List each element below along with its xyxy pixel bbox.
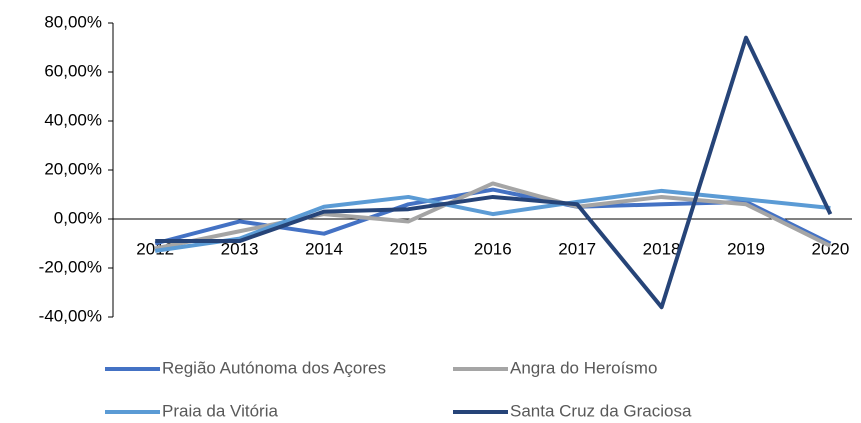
- x-tick-label: 2020: [811, 239, 849, 258]
- legend-label: Angra do Heroísmo: [510, 358, 657, 377]
- series-line: [154, 181, 832, 251]
- x-tick-label: 2016: [474, 239, 512, 258]
- x-tick-label: 2017: [558, 239, 596, 258]
- x-tick-label: 2014: [305, 239, 343, 258]
- legend-label: Santa Cruz da Graciosa: [510, 401, 692, 420]
- x-tick-label: 2013: [221, 239, 259, 258]
- y-tick-label: 80,00%: [44, 12, 102, 31]
- y-tick-label: -20,00%: [39, 257, 102, 276]
- legend-label: Região Autónoma dos Açores: [162, 358, 386, 377]
- y-tick-label: 20,00%: [44, 159, 102, 178]
- x-tick-label: 2015: [389, 239, 427, 258]
- series-line: [155, 35, 833, 310]
- y-tick-label: 0,00%: [54, 208, 102, 227]
- series-line: [154, 188, 831, 253]
- x-tick-label: 2018: [643, 239, 681, 258]
- y-tick-label: -40,00%: [39, 306, 102, 325]
- legend: Região Autónoma dos Açores Angra do Heroí…: [105, 358, 692, 420]
- x-tick-label: 2019: [727, 239, 765, 258]
- y-tick-label: 40,00%: [44, 110, 102, 129]
- legend-label: Praia da Vitória: [162, 401, 278, 420]
- y-tick-label: 60,00%: [44, 61, 102, 80]
